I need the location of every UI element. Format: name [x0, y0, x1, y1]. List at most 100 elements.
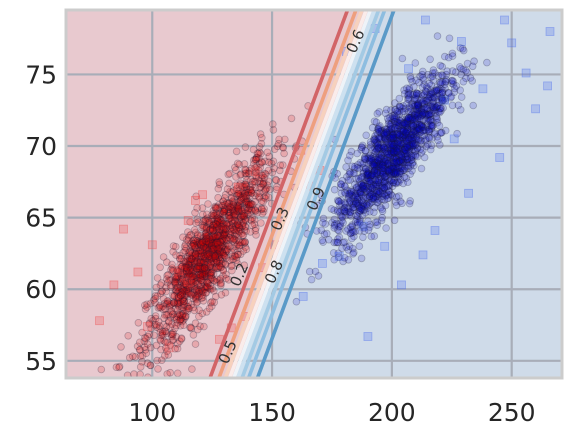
red-data-point [254, 150, 263, 158]
red-data-point [172, 313, 181, 322]
red-data-point [197, 276, 206, 285]
red-data-point [190, 226, 199, 234]
red-data-point [256, 130, 265, 138]
red-data-point [184, 274, 192, 283]
blue-data-point [437, 71, 446, 79]
red-data-point [219, 201, 227, 210]
red-data-point [204, 250, 212, 259]
blue-data-point [403, 100, 411, 108]
red-data-point [174, 299, 182, 308]
red-data-point [226, 231, 235, 239]
blue-data-point [422, 135, 430, 143]
red-data-point [229, 207, 238, 215]
blue-data-point [449, 77, 458, 86]
red-data-point [185, 277, 194, 286]
red-data-point [234, 227, 243, 235]
red-data-point [130, 370, 138, 378]
blue-outlier-marker [317, 258, 327, 268]
red-data-point [218, 236, 227, 245]
red-data-point [256, 163, 265, 172]
red-data-point [206, 250, 214, 259]
blue-data-point [327, 205, 336, 213]
red-data-point [133, 342, 142, 351]
red-data-point [193, 274, 201, 283]
red-data-point [227, 203, 236, 212]
red-data-point [192, 192, 201, 201]
red-data-point [118, 406, 125, 413]
red-data-point [186, 323, 194, 332]
red-data-point [158, 329, 167, 338]
red-data-point [142, 334, 150, 343]
red-data-point [276, 161, 285, 170]
red-data-point [210, 244, 218, 252]
red-data-point [260, 188, 268, 196]
blue-data-point [383, 194, 392, 203]
red-data-point [209, 211, 218, 220]
red-data-point [210, 238, 219, 247]
red-data-point [186, 277, 194, 286]
blue-data-point [366, 220, 374, 229]
red-data-point [156, 289, 165, 298]
red-data-point [236, 179, 245, 188]
red-data-point [208, 250, 217, 258]
red-data-point [210, 251, 218, 260]
blue-data-point [469, 101, 478, 110]
red-data-point [252, 171, 260, 179]
red-data-point [169, 336, 178, 344]
red-data-point [257, 205, 266, 214]
red-data-point [177, 288, 185, 297]
red-outlier-marker [95, 316, 104, 326]
red-data-point [216, 241, 225, 249]
red-data-point [201, 260, 209, 269]
red-data-point [210, 220, 219, 228]
blue-outlier-marker [500, 15, 509, 25]
red-data-point [194, 261, 203, 269]
red-data-point [250, 215, 259, 224]
red-data-point [182, 287, 191, 296]
red-data-point [191, 250, 200, 258]
red-data-point [232, 192, 241, 200]
red-data-point [176, 310, 184, 319]
red-data-point [177, 254, 186, 263]
blue-data-point [381, 109, 390, 118]
red-data-point [195, 270, 203, 279]
y-tick-label: 55 [25, 347, 57, 376]
red-data-point [224, 170, 233, 179]
red-data-point [203, 265, 211, 274]
red-data-point [248, 221, 257, 230]
red-data-point [194, 247, 203, 255]
red-data-point [231, 221, 240, 230]
red-data-point [182, 257, 191, 265]
blue-outlier-marker [495, 153, 505, 162]
red-data-point [112, 363, 121, 372]
red-data-point [202, 278, 211, 286]
red-data-point [202, 224, 211, 232]
red-data-point [201, 215, 210, 224]
red-data-point [183, 257, 192, 266]
red-data-point [168, 330, 176, 338]
red-data-point [169, 291, 177, 300]
red-data-point [166, 323, 175, 331]
red-data-point [217, 218, 226, 227]
red-outlier-marker [183, 277, 193, 287]
red-data-point [191, 209, 199, 217]
red-data-point [174, 310, 182, 319]
red-data-point [242, 182, 251, 191]
red-data-point [263, 184, 271, 193]
blue-data-point [353, 149, 362, 158]
red-data-point [191, 340, 200, 348]
red-data-point [201, 288, 210, 297]
y-tick-label: 60 [25, 275, 57, 304]
red-data-point [209, 269, 218, 278]
blue-data-point [305, 267, 314, 276]
red-data-point [221, 260, 230, 269]
red-data-point [115, 363, 123, 372]
y-tick-label: 70 [25, 132, 57, 161]
red-data-point [262, 185, 270, 193]
red-data-point [193, 239, 201, 247]
red-data-point [183, 277, 192, 285]
red-data-point [181, 247, 189, 255]
blue-class-region [233, 10, 562, 378]
red-data-point [149, 316, 157, 325]
red-data-point [243, 199, 252, 207]
